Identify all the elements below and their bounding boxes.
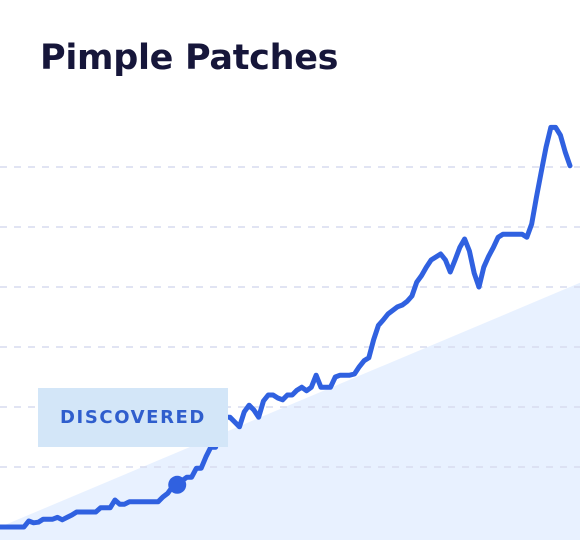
series-line [0, 124, 573, 530]
chart-title: Pimple Patches [40, 38, 339, 78]
discovered-callout: DISCOVERED [38, 388, 228, 447]
discovered-marker[interactable] [168, 475, 187, 494]
discovered-label: DISCOVERED [60, 407, 206, 428]
